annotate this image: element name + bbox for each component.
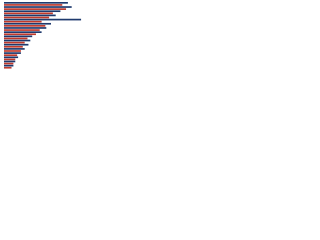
bar	[4, 8, 67, 10]
bar	[4, 27, 47, 29]
bar	[4, 10, 61, 13]
bar	[4, 50, 21, 52]
bar	[4, 18, 82, 21]
bar	[4, 22, 51, 25]
bar	[4, 66, 12, 69]
bar	[4, 35, 33, 38]
bar	[4, 43, 29, 46]
bar	[4, 39, 31, 42]
bar	[4, 4, 63, 6]
bar	[4, 33, 36, 36]
bar	[4, 62, 14, 65]
bar	[4, 41, 25, 44]
bar	[4, 58, 16, 61]
bar	[4, 31, 42, 33]
bar	[4, 2, 68, 4]
bar	[4, 20, 42, 23]
bar	[4, 14, 56, 17]
bar	[4, 25, 46, 27]
bar	[4, 37, 28, 40]
bar	[4, 48, 25, 50]
chart	[4, 2, 82, 69]
bar	[4, 6, 72, 8]
bar	[4, 12, 53, 15]
bar	[4, 54, 18, 57]
bar	[4, 29, 40, 31]
bar	[4, 60, 16, 63]
bar	[4, 64, 14, 67]
bar	[4, 52, 21, 54]
bar	[4, 16, 50, 19]
bar	[4, 45, 23, 48]
bar	[4, 56, 19, 59]
